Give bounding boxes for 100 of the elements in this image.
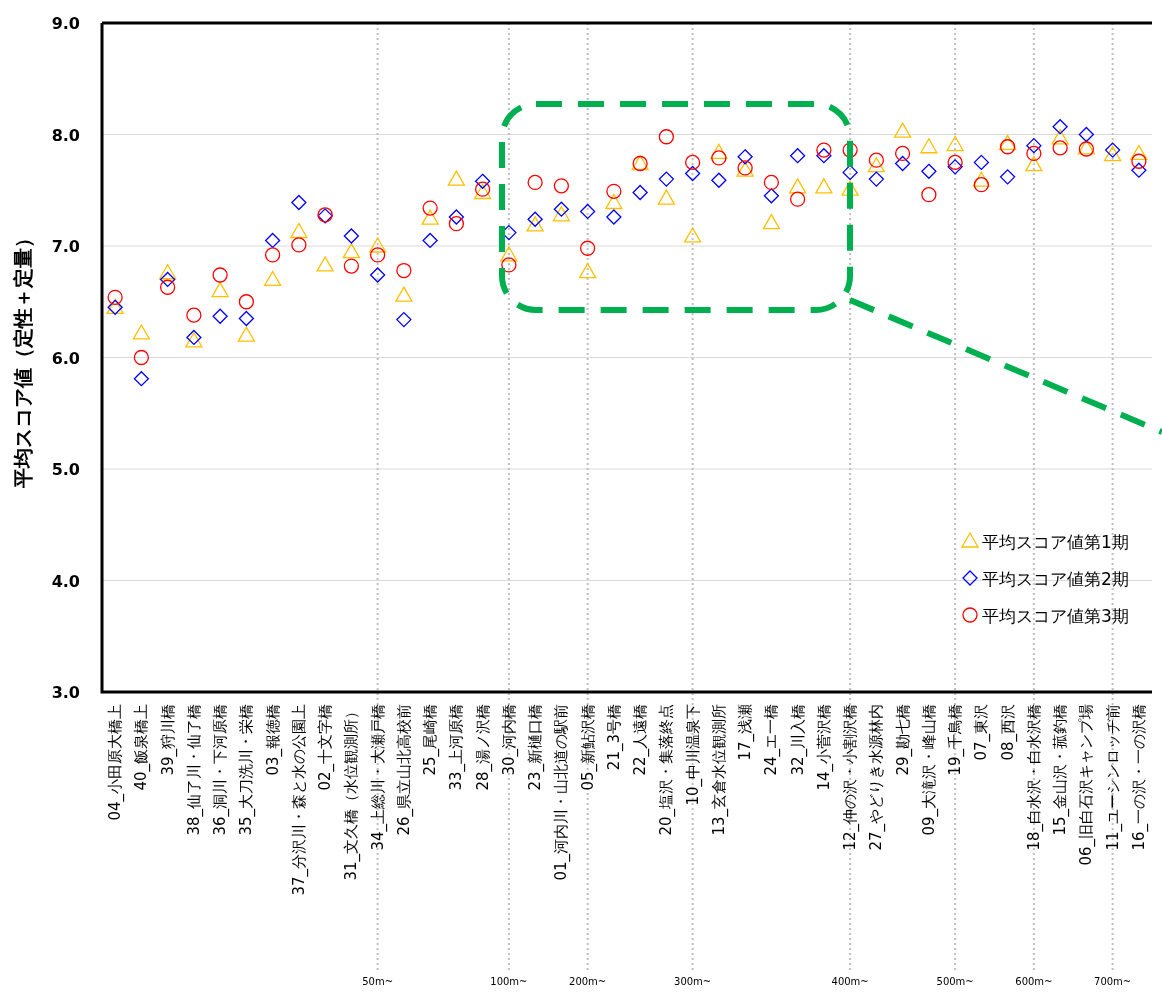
point (158, 264, 177, 280)
point (894, 145, 911, 162)
point (212, 267, 228, 283)
ref-line-label: 50m~ (362, 976, 394, 987)
point (396, 262, 412, 279)
point (1078, 126, 1095, 143)
y-tick-label: 3.0 (51, 683, 80, 702)
x-tick-label: 11_ユーシンロッヂ前 (1103, 704, 1123, 851)
ref-line-label: 700m~ (1094, 976, 1132, 987)
point (789, 191, 806, 207)
x-tick-label: 15_金山沢・菰釣橋 (1051, 704, 1071, 836)
point (237, 326, 256, 342)
point (606, 183, 622, 200)
y-tick-label: 8.0 (51, 125, 80, 145)
x-tick-label: 16_一の沢・一の沢橋 (1129, 704, 1149, 851)
ref-line-label: 200m~ (569, 976, 607, 987)
x-tick-label: 24_エ一橋 (762, 704, 782, 776)
point (947, 154, 963, 171)
x-tick-label: 04_小田原大橋上 (106, 704, 126, 821)
point (762, 213, 781, 230)
point (552, 206, 571, 222)
x-tick-label: 27_やどりき水源林内 (867, 704, 887, 851)
point (447, 170, 466, 186)
point (290, 222, 308, 239)
point (448, 216, 465, 232)
point (159, 271, 176, 288)
point (867, 157, 886, 173)
x-tick-label: 20_塩沢・集落終点 (657, 704, 677, 836)
ref-line-label: 100m~ (490, 976, 528, 987)
y-tick-label: 4.0 (51, 571, 80, 591)
point (501, 257, 517, 273)
point (578, 262, 597, 279)
point (133, 371, 150, 387)
x-tick-label: 30_河内橋 (499, 704, 519, 776)
y-tick-label: 7.0 (51, 237, 80, 256)
point (841, 180, 859, 196)
x-tick-label: 13_玄倉水位観測所 (709, 704, 729, 836)
point (658, 129, 675, 145)
point (816, 148, 832, 164)
point (972, 171, 991, 187)
point (737, 149, 753, 165)
x-tick-label: 03_報徳橋 (263, 704, 283, 776)
point (684, 154, 701, 171)
point (579, 203, 596, 220)
y-axis-title: 平均スコア値（定性＋定量） (11, 227, 35, 489)
point (579, 240, 596, 256)
point (159, 279, 176, 295)
y-tick-label: 5.0 (51, 460, 80, 479)
x-tick-label: 21_3号橋 (604, 704, 624, 771)
point (422, 232, 438, 249)
point (212, 308, 228, 324)
point (527, 174, 543, 191)
point (264, 247, 281, 263)
ref-line-label: 300m~ (674, 976, 712, 987)
point (605, 193, 623, 210)
point (658, 171, 675, 187)
point (395, 286, 413, 302)
point (474, 173, 491, 189)
point (526, 216, 544, 232)
x-tick-label: 29_勘七橋 (893, 704, 913, 776)
point (133, 349, 150, 366)
point (999, 169, 1016, 185)
point (107, 289, 123, 305)
point (1051, 129, 1069, 145)
point (343, 228, 360, 244)
x-tick-label: 28_湯ノ沢橋 (473, 704, 493, 791)
x-tick-label: 25_尾崎橋 (421, 704, 441, 776)
point (1131, 153, 1147, 169)
y-tick-label: 9.0 (51, 14, 80, 33)
x-tick-label: 19_千鳥橋 (946, 704, 966, 776)
point (527, 211, 543, 227)
point (920, 138, 938, 154)
point (842, 164, 858, 181)
point (894, 155, 911, 172)
ref-line-label: 600m~ (1015, 976, 1053, 987)
point (998, 134, 1017, 151)
point (500, 246, 518, 262)
x-tick-label: 01_河内川・山北道の駅前 (552, 704, 572, 881)
y-tick-label: 6.0 (51, 348, 80, 368)
x-tick-label: 09_大滝沢・峰山橋 (919, 704, 939, 836)
point (973, 177, 990, 193)
point (684, 165, 701, 182)
point (1104, 142, 1121, 158)
point (973, 154, 990, 171)
point (422, 200, 438, 216)
legend-label: 平均スコア値第1期 (982, 532, 1129, 552)
ref-line-label: 500m~ (936, 976, 974, 987)
point (606, 209, 622, 225)
point (763, 174, 780, 191)
legend-label: 平均スコア値第3期 (982, 606, 1129, 626)
x-tick-label: 40_飯泉橋上 (132, 704, 152, 791)
point (1130, 144, 1148, 161)
point (1131, 162, 1147, 178)
x-tick-label: 38_仙了川・仙了橋 (184, 704, 204, 836)
x-tick-label: 10_中川温泉下 (683, 704, 703, 806)
x-tick-label: 07_東沢 (972, 704, 992, 761)
x-tick-label: 12_仲の沢・小割沢橋 (841, 704, 861, 851)
x-tick-label: 14_小菅沢橋 (814, 704, 834, 791)
point (947, 159, 963, 175)
point (238, 294, 255, 310)
